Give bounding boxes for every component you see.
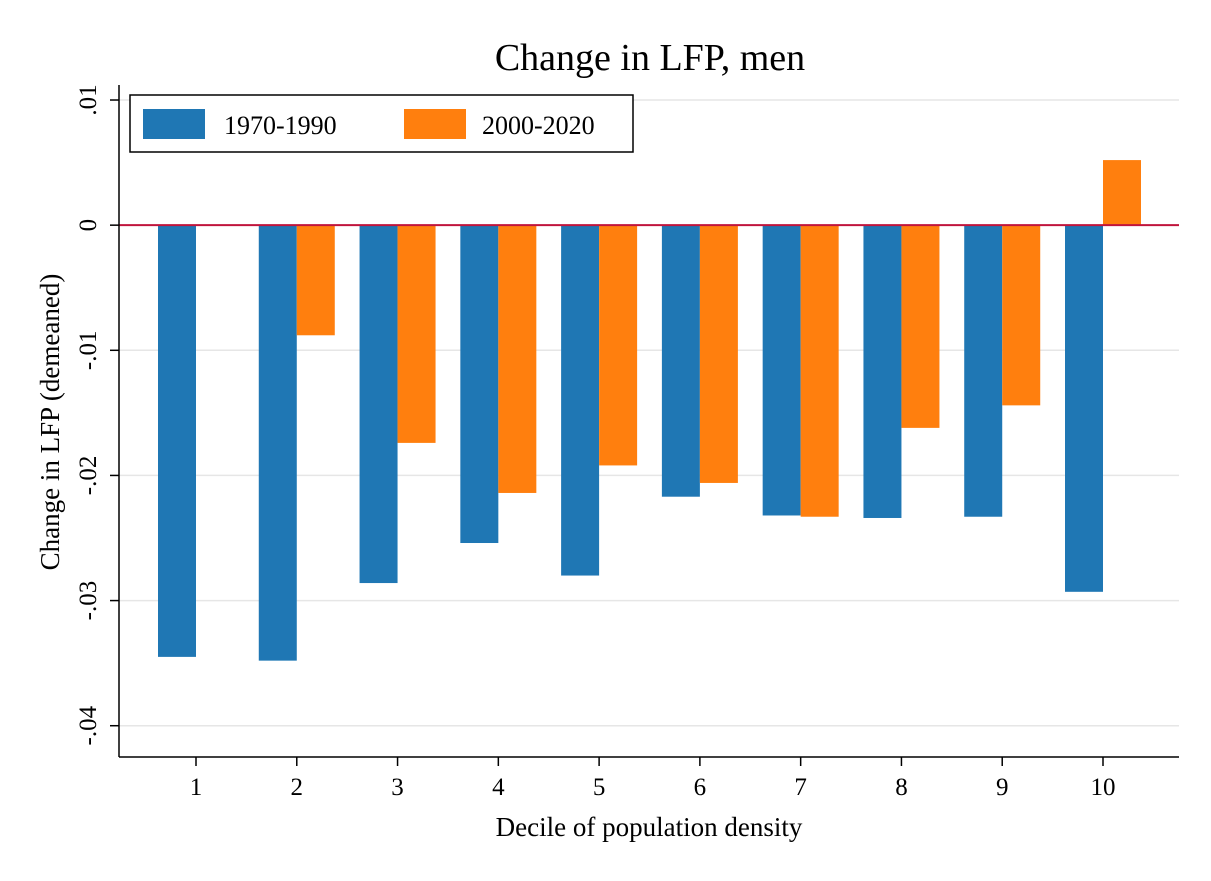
bar-2000-2020-decile-8 xyxy=(901,225,940,428)
y-tick-label: .01 xyxy=(75,84,102,115)
x-tick-label: 2 xyxy=(291,774,304,801)
bar-1970-1990-decile-9 xyxy=(964,225,1003,517)
bar-2000-2020-decile-10 xyxy=(1103,160,1141,226)
x-tick-label: 6 xyxy=(694,774,707,801)
x-tick-label: 7 xyxy=(794,774,807,801)
bar-1970-1990-decile-4 xyxy=(460,225,499,544)
bar-1970-1990-decile-1 xyxy=(158,225,196,657)
y-tick-label: -.01 xyxy=(75,331,102,371)
bar-2000-2020-decile-6 xyxy=(699,225,738,483)
x-tick-label: 1 xyxy=(190,774,203,801)
bar-1970-1990-decile-2 xyxy=(258,225,297,661)
legend-box xyxy=(129,94,634,153)
y-axis-ticks: .01 0 -.01 -.02 -.03 -.04 xyxy=(75,84,119,746)
bar-1970-1990-decile-5 xyxy=(561,225,600,576)
bar-1970-1990-decile-3 xyxy=(359,225,398,584)
y-tick-label: -.02 xyxy=(75,456,102,496)
legend-swatch-2000-2020 xyxy=(404,109,466,139)
bar-2000-2020-decile-5 xyxy=(599,225,638,466)
bar-1970-1990-decile-10 xyxy=(1065,225,1103,592)
y-tick-label: -.03 xyxy=(75,581,102,621)
bar-2000-2020-decile-3 xyxy=(397,225,436,443)
x-tick-label: 10 xyxy=(1091,774,1116,801)
y-tick-label: 0 xyxy=(75,219,102,232)
y-axis-label: Change in LFP (demeaned) xyxy=(35,274,65,571)
legend-swatch-1970-1990 xyxy=(143,109,205,139)
x-tick-label: 5 xyxy=(593,774,606,801)
x-tick-label: 8 xyxy=(895,774,908,801)
bar-2000-2020-decile-4 xyxy=(498,225,537,493)
legend-label-2000-2020: 2000-2020 xyxy=(482,111,595,140)
x-tick-label: 4 xyxy=(492,774,505,801)
bar-2000-2020-decile-7 xyxy=(800,225,839,517)
chart-title: Change in LFP, men xyxy=(495,37,805,79)
bar-2000-2020-decile-2 xyxy=(296,225,335,336)
x-tick-label: 3 xyxy=(391,774,404,801)
x-tick-label: 9 xyxy=(996,774,1009,801)
legend: 1970-1990 2000-2020 xyxy=(129,94,634,153)
bars xyxy=(158,160,1141,661)
x-axis-label: Decile of population density xyxy=(496,812,803,842)
legend-label-1970-1990: 1970-1990 xyxy=(224,111,337,140)
bar-1970-1990-decile-8 xyxy=(863,225,902,518)
y-tick-label: -.04 xyxy=(75,705,102,745)
bar-1970-1990-decile-7 xyxy=(762,225,801,516)
bar-2000-2020-decile-9 xyxy=(1002,225,1041,406)
x-axis-ticks: 1 2 3 4 5 6 7 8 9 10 xyxy=(190,757,1116,801)
bar-1970-1990-decile-6 xyxy=(661,225,700,497)
